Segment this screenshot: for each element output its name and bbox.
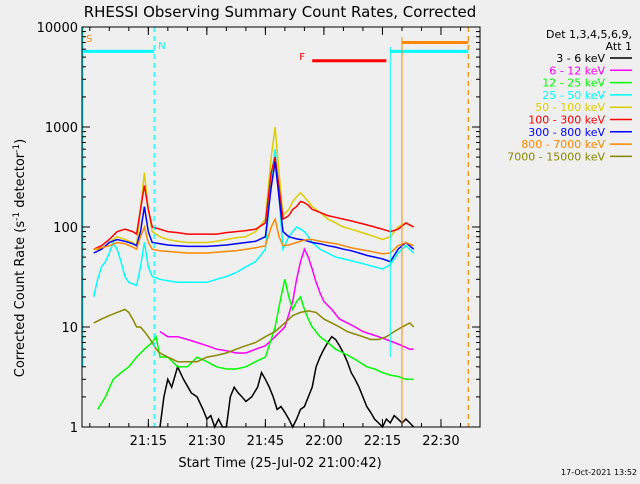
series-layer [92, 126, 415, 429]
y-tick-label-1: 10 [61, 321, 78, 336]
x-tick-label-5: 22:30 [422, 434, 459, 449]
y-label-sup-2: -1 [12, 144, 22, 153]
y-tick-label-2: 100 [53, 221, 78, 236]
series-line-7 [93, 161, 415, 263]
y-tick-label-4: 10000 [37, 21, 78, 36]
y-label-part-2: detector [13, 152, 28, 212]
flag-label-s: S [86, 34, 92, 45]
y-label-part-1: Corrected Count Rate (s [13, 221, 28, 378]
x-tick-label-4: 22:15 [364, 434, 401, 449]
flag-label-f: F [299, 52, 305, 63]
series-line-5 [93, 126, 415, 250]
series-line-4 [92, 149, 415, 298]
x-axis-label: Start Time (25-Jul-02 21:00:42) [178, 456, 381, 471]
flags-layer: S N F [82, 27, 469, 427]
legend-header-0: Det 1,3,4,5,6,9, [546, 28, 632, 41]
legend-entry-7: 300 - 800 keV [528, 126, 605, 139]
series-line-3 [96, 279, 414, 410]
chart-title: RHESSI Observing Summary Count Rates, Co… [84, 3, 477, 21]
series-line-9 [93, 308, 415, 363]
x-tick-label-2: 21:45 [247, 434, 284, 449]
legend-entry-3: 12 - 25 keV [542, 77, 605, 90]
x-tick-label-0: 21:15 [130, 434, 167, 449]
flag-label-n: N [158, 41, 165, 52]
series-line-8 [93, 216, 414, 255]
legend-entry-8: 800 - 7000 keV [521, 138, 605, 151]
timestamp: 17-Oct-2021 13:52 [561, 468, 637, 477]
axes-layer: 1 10 100 1000 10000 21:15 21:30 21:45 22:00 22:15… [37, 21, 481, 449]
x-tick-label-1: 21:30 [188, 434, 225, 449]
y-label-part-3: ) [13, 139, 28, 144]
legend-entry-1: 3 - 6 keV [556, 52, 605, 65]
legend-entry-2: 6 - 12 keV [549, 64, 605, 77]
y-tick-label-0: 1 [70, 421, 78, 436]
y-axis-label: Corrected Count Rate (s-1 detector-1) [12, 139, 28, 377]
series-line-6 [93, 156, 415, 250]
series-line-2 [159, 247, 414, 354]
legend-entry-9: 7000 - 15000 keV [507, 150, 605, 163]
legend-header-1: Att 1 [606, 40, 632, 53]
series-line-1 [159, 335, 415, 429]
legend-entry-6: 100 - 300 keV [528, 114, 605, 127]
legend-entry-4: 25 - 50 keV [542, 89, 605, 102]
y-label-sup-1: -1 [12, 212, 22, 221]
x-tick-label-3: 22:00 [305, 434, 342, 449]
legend-entry-5: 50 - 100 keV [535, 101, 605, 114]
y-tick-label-3: 1000 [45, 121, 78, 136]
svg-text:Corrected Count Rate (s-1 dete: Corrected Count Rate (s-1 detector-1) [12, 139, 28, 377]
